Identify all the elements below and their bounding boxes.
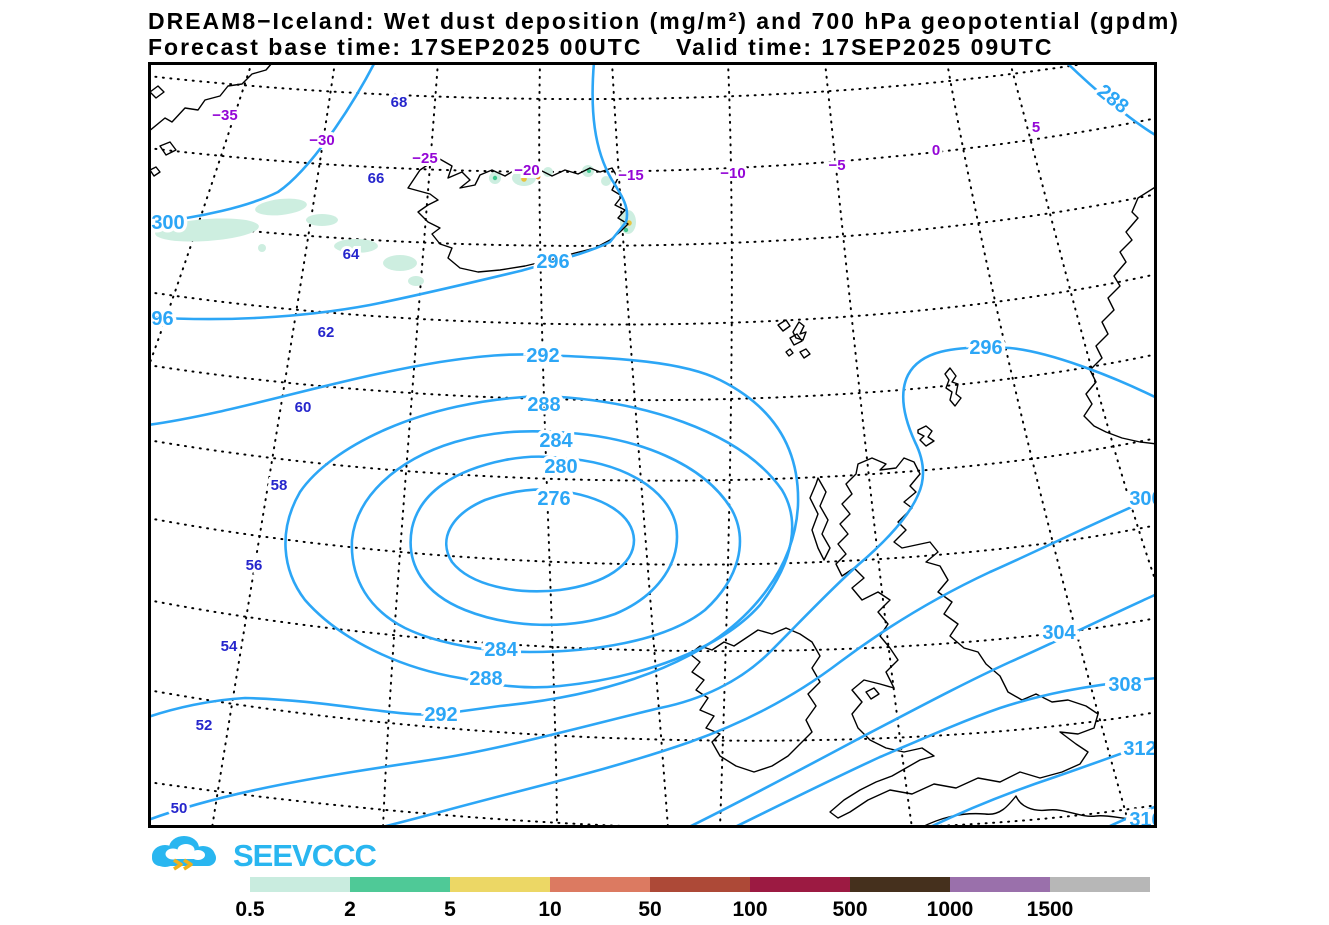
contour-276-loop <box>445 488 636 593</box>
scale-segment-500 <box>850 877 950 892</box>
contour-label-292: 292 <box>526 345 559 367</box>
contour-288-northeast <box>1064 62 1157 138</box>
contour-label-300: 300 <box>1129 488 1162 510</box>
contour-288-loop <box>284 394 794 689</box>
contour-label-288: 288 <box>469 668 502 690</box>
scale-segment-5 <box>450 877 550 892</box>
latitude-label-60: 60 <box>295 399 312 416</box>
scale-value-1500: 1500 <box>1026 898 1074 921</box>
scale-value-2: 2 <box>344 898 356 921</box>
scale-value-10: 10 <box>538 898 562 921</box>
scale-value-5: 5 <box>444 898 456 921</box>
longitude-labels: −35 −30 −25 −20 −15 −10 −5 0 5 <box>209 104 1043 187</box>
logo-arrow-icon <box>173 858 193 871</box>
latitude-label-52: 52 <box>196 717 213 734</box>
map-border <box>148 62 1157 828</box>
contour-label-288: 288 <box>527 394 560 416</box>
scale-value-500: 500 <box>832 898 868 921</box>
latitude-label-62: 62 <box>318 324 335 341</box>
contour-label-296: 296 <box>140 308 173 330</box>
contour-280-loop <box>409 455 679 627</box>
contour-label-300: 300 <box>151 212 184 234</box>
latitude-labels: 68 66 64 62 60 58 56 54 52 50 <box>168 91 411 820</box>
geopotential-contours <box>148 62 1157 828</box>
latitude-label-64: 64 <box>343 246 360 263</box>
coastlines <box>148 62 1157 828</box>
contour-label-296: 296 <box>969 337 1002 359</box>
seevccc-cloud-icon <box>152 836 216 871</box>
chart-subtitle-times: Forecast base time: 17SEP2025 00UTC Vali… <box>148 34 1054 60</box>
contour-296-iceland <box>148 62 629 321</box>
contour-292 <box>148 353 800 719</box>
graticule-longitude-lines <box>148 62 1157 828</box>
dust-speck-yellow <box>521 176 527 182</box>
contour-label-276: 276 <box>537 488 570 510</box>
longitude-label: −25 <box>412 150 437 167</box>
scale-segment-10 <box>550 877 650 892</box>
graticule-latitude-lines <box>148 62 1157 828</box>
longitude-label: −5 <box>828 157 845 174</box>
contour-300-northwest <box>148 62 377 225</box>
longitude-label: −35 <box>212 107 237 124</box>
longitude-label: 0 <box>932 142 940 159</box>
longitude-label: −10 <box>720 165 745 182</box>
longitude-label: −15 <box>618 167 643 184</box>
scale-value-100: 100 <box>732 898 768 921</box>
scale-segment-1000 <box>950 877 1050 892</box>
chart-title: DREAM8−Iceland: Wet dust deposition (mg/… <box>148 8 1180 34</box>
deposition-color-scale <box>250 877 1150 892</box>
contour-284-loop <box>350 430 742 654</box>
scale-segment-1500 <box>1050 877 1150 892</box>
contour-label-284: 284 <box>539 430 573 452</box>
latitude-label-54: 54 <box>221 638 238 655</box>
scale-segment-0.5 <box>250 877 350 892</box>
seevccc-logo-text: SEEVCCC <box>233 838 377 873</box>
latitude-label-50: 50 <box>171 800 188 817</box>
contour-300-southeast <box>376 494 1157 828</box>
scale-segment-100 <box>750 877 850 892</box>
longitude-label: −20 <box>514 162 539 179</box>
contour-label-288: 288 <box>1093 80 1133 118</box>
latitude-label-68: 68 <box>391 94 408 111</box>
latitude-label-56: 56 <box>246 557 263 574</box>
contour-label-280: 280 <box>544 456 577 478</box>
scale-segment-50 <box>650 877 750 892</box>
contour-label-308: 308 <box>1108 674 1141 696</box>
contour-296-east <box>148 346 1157 822</box>
scale-value-0.5: 0.5 <box>235 898 265 921</box>
contour-304 <box>685 592 1157 828</box>
scale-segment-2 <box>350 877 450 892</box>
contour-308 <box>731 676 1157 828</box>
contour-label-296: 296 <box>536 251 569 273</box>
longitude-label: −30 <box>309 132 334 149</box>
dust-speck-green <box>492 175 498 181</box>
longitude-label: 5 <box>1032 119 1040 136</box>
latitude-label-58: 58 <box>271 477 288 494</box>
dust-speck-green <box>587 169 591 173</box>
scale-value-50: 50 <box>638 898 662 921</box>
scale-value-1000: 1000 <box>926 898 974 921</box>
dust-speck-orange <box>535 174 541 180</box>
contour-312 <box>926 739 1157 828</box>
latitude-label-66: 66 <box>368 170 385 187</box>
contour-label-316: 316 <box>1129 809 1162 831</box>
contour-label-284: 284 <box>484 639 518 661</box>
contour-label-304: 304 <box>1042 622 1076 644</box>
contour-labels: 288 300 296 292 288 284 280 276 296 284 288 292 304 3… <box>140 77 1162 831</box>
dust-speck-green <box>623 227 629 233</box>
contour-label-312: 312 <box>1123 738 1156 760</box>
contour-label-292: 292 <box>424 704 457 726</box>
